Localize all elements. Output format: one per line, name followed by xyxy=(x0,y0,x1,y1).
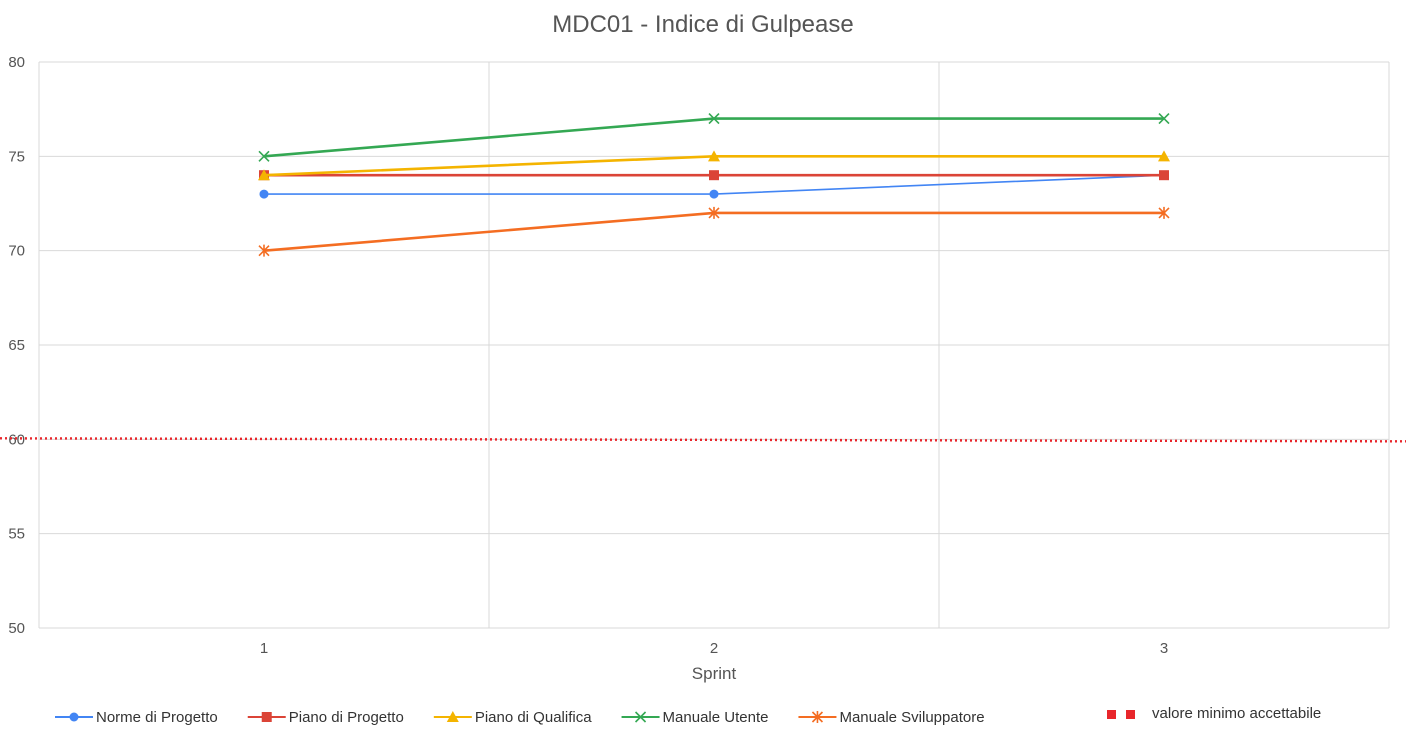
legend-label: valore minimo accettabile xyxy=(1152,705,1321,722)
gridlines xyxy=(38,61,1390,629)
data-point xyxy=(1158,150,1170,162)
threshold-layer xyxy=(0,437,1406,443)
x-tick-label: 3 xyxy=(1160,640,1168,657)
y-tick-label: 80 xyxy=(8,54,25,71)
legend-swatch xyxy=(1126,710,1135,719)
legend-item: Norme di Progetto xyxy=(55,709,218,726)
y-axis-ticks: 50 55 60 65 70 75 80 xyxy=(8,54,25,637)
legend-marker xyxy=(261,712,272,722)
data-point xyxy=(1158,206,1170,219)
series-manuale-utente xyxy=(258,113,1170,162)
y-tick-label: 60 xyxy=(8,431,25,448)
legend-item-threshold: valore minimo accettabile xyxy=(1107,705,1321,722)
data-point xyxy=(709,189,719,199)
series-manuale-sviluppatore xyxy=(258,206,1170,257)
y-tick-label: 50 xyxy=(8,620,25,637)
legend-marker xyxy=(634,711,647,723)
legend-item: Manuale Utente xyxy=(621,709,769,726)
data-point xyxy=(709,170,719,181)
x-tick-label: 2 xyxy=(710,640,718,657)
legend-label: Manuale Sviluppatore xyxy=(839,709,984,726)
series-piano-di-progetto xyxy=(259,170,1169,181)
legend-marker xyxy=(446,711,459,722)
data-point xyxy=(708,206,720,219)
legend-marker xyxy=(811,711,824,723)
legend-label: Norme di Progetto xyxy=(96,709,218,726)
legend-label: Manuale Utente xyxy=(663,709,769,726)
series-layer xyxy=(258,113,1170,257)
x-axis-ticks: 1 2 3 xyxy=(260,640,1168,657)
data-point xyxy=(708,113,720,125)
legend: Norme di Progetto Piano di Progetto Piano … xyxy=(55,705,1321,726)
y-tick-label: 70 xyxy=(8,243,25,260)
data-point xyxy=(1158,113,1170,125)
y-tick-label: 65 xyxy=(8,337,25,354)
data-point xyxy=(259,189,269,199)
legend-swatch xyxy=(1107,710,1116,719)
data-point xyxy=(258,169,270,181)
legend-label: Piano di Progetto xyxy=(289,709,404,726)
chart-title: MDC01 - Indice di Gulpease xyxy=(552,11,853,38)
series-piano-di-qualifica xyxy=(258,150,1170,181)
data-point xyxy=(1159,170,1169,181)
legend-label: Piano di Qualifica xyxy=(475,709,592,726)
x-axis-title: Sprint xyxy=(692,664,737,683)
y-tick-label: 55 xyxy=(8,526,25,543)
data-point xyxy=(708,150,720,162)
y-tick-label: 75 xyxy=(8,148,25,165)
data-point xyxy=(258,244,270,257)
x-tick-label: 1 xyxy=(260,640,268,657)
legend-item: Manuale Sviluppatore xyxy=(798,709,985,726)
data-point xyxy=(258,150,270,162)
legend-item: Piano di Progetto xyxy=(247,709,404,726)
threshold-line xyxy=(0,437,1406,443)
legend-marker xyxy=(69,712,79,722)
legend-item: Piano di Qualifica xyxy=(433,709,592,726)
